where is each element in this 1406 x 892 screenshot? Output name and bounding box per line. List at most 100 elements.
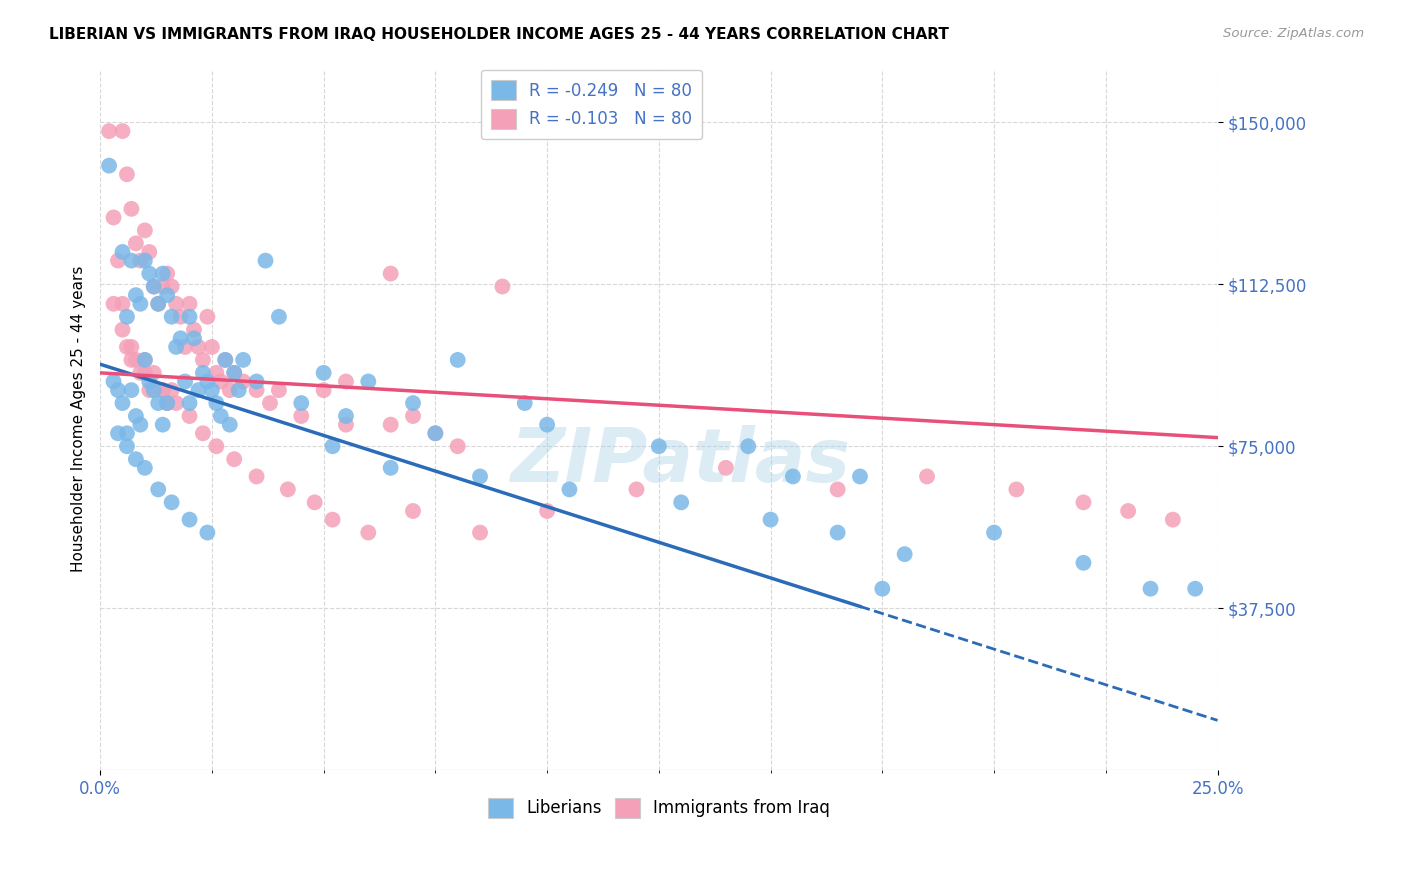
Point (648, 439, 671, 453)
Point (357, 525, 380, 540)
Point (187, 383, 209, 397)
Point (187, 340, 209, 354)
Point (111, 396, 134, 410)
Point (129, 366, 152, 380)
Point (214, 352, 236, 367)
Point (174, 375, 197, 389)
Point (827, 525, 849, 540)
Point (142, 279, 165, 293)
Point (1161, 513, 1184, 527)
Point (380, 417, 402, 432)
Y-axis label: Householder Income Ages 25 - 44 years: Householder Income Ages 25 - 44 years (72, 266, 86, 573)
Point (290, 396, 312, 410)
Point (1116, 504, 1139, 518)
Point (209, 375, 232, 389)
Point (160, 383, 183, 397)
Point (536, 417, 558, 432)
Point (165, 340, 187, 354)
Point (165, 297, 187, 311)
Point (183, 323, 205, 337)
Point (179, 396, 201, 410)
Point (447, 352, 470, 367)
Point (160, 279, 183, 293)
Point (160, 310, 183, 324)
Point (115, 426, 138, 441)
Point (205, 439, 228, 453)
Point (120, 352, 142, 367)
Point (245, 383, 267, 397)
Point (125, 409, 148, 423)
Point (156, 267, 179, 281)
Point (304, 495, 326, 509)
Point (169, 310, 191, 324)
Point (134, 253, 156, 268)
Point (737, 439, 759, 453)
Point (138, 244, 160, 259)
Point (98, 159, 121, 173)
Point (115, 310, 138, 324)
Point (115, 340, 138, 354)
Point (107, 426, 129, 441)
Point (103, 375, 125, 389)
Point (201, 340, 224, 354)
Point (111, 297, 134, 311)
Point (183, 331, 205, 345)
Point (134, 223, 156, 237)
Point (468, 469, 491, 483)
Point (558, 483, 581, 497)
Point (134, 460, 156, 475)
Point (120, 253, 142, 268)
Point (111, 323, 134, 337)
Point (402, 396, 425, 410)
Point (714, 460, 737, 475)
Point (107, 253, 129, 268)
Point (1073, 495, 1095, 509)
Point (759, 513, 782, 527)
Point (103, 297, 125, 311)
Point (893, 547, 915, 561)
Point (513, 396, 536, 410)
Point (1005, 483, 1028, 497)
Text: Source: ZipAtlas.com: Source: ZipAtlas.com (1223, 27, 1364, 40)
Point (335, 417, 357, 432)
Point (267, 383, 290, 397)
Point (209, 409, 232, 423)
Point (1139, 582, 1161, 596)
Point (224, 366, 246, 380)
Point (425, 426, 447, 441)
Point (125, 288, 148, 302)
Point (197, 375, 219, 389)
Text: LIBERIAN VS IMMIGRANTS FROM IRAQ HOUSEHOLDER INCOME AGES 25 - 44 YEARS CORRELATI: LIBERIAN VS IMMIGRANTS FROM IRAQ HOUSEHO… (49, 27, 949, 42)
Point (425, 426, 447, 441)
Point (191, 426, 214, 441)
Point (1184, 582, 1206, 596)
Point (218, 417, 240, 432)
Point (103, 211, 125, 225)
Point (312, 366, 335, 380)
Text: ZIPatlas: ZIPatlas (512, 425, 851, 498)
Point (536, 504, 558, 518)
Point (245, 469, 267, 483)
Point (152, 383, 174, 397)
Point (197, 310, 219, 324)
Point (357, 375, 380, 389)
Point (214, 352, 236, 367)
Legend: Liberians, Immigrants from Iraq: Liberians, Immigrants from Iraq (481, 791, 837, 825)
Point (197, 525, 219, 540)
Point (232, 375, 254, 389)
Point (125, 452, 148, 467)
Point (160, 495, 183, 509)
Point (626, 483, 648, 497)
Point (138, 267, 160, 281)
Point (134, 366, 156, 380)
Point (232, 352, 254, 367)
Point (191, 366, 214, 380)
Point (205, 396, 228, 410)
Point (134, 352, 156, 367)
Point (179, 310, 201, 324)
Point (322, 439, 344, 453)
Point (983, 525, 1005, 540)
Point (849, 469, 872, 483)
Point (402, 409, 425, 423)
Point (142, 366, 165, 380)
